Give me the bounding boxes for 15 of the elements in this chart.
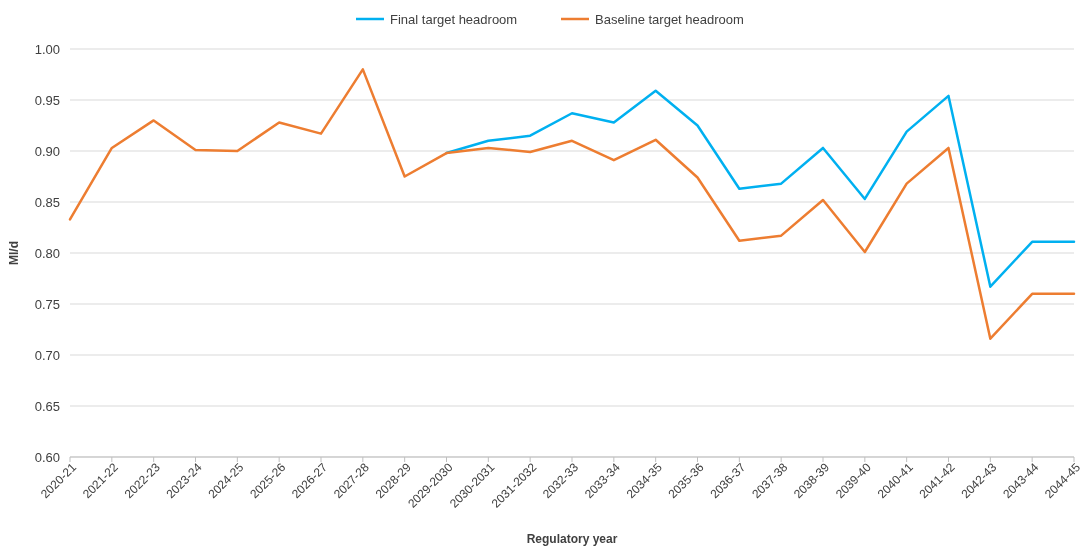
y-tick-label: 1.00 (34, 41, 60, 57)
line-series (445, 89, 1076, 288)
legend-label: Final target headroom (390, 11, 518, 27)
y-tick-label: 0.90 (34, 143, 60, 159)
y-axis-title: Ml/d (7, 241, 21, 265)
y-tick-label: 0.60 (34, 449, 60, 465)
x-axis-title: Regulatory year (526, 532, 618, 546)
y-tick-label: 0.75 (34, 296, 60, 312)
line-series (68, 68, 1076, 340)
y-tick-label: 0.70 (34, 347, 60, 363)
y-tick-label: 0.80 (34, 245, 60, 261)
y-tick-label: 0.95 (34, 92, 60, 108)
y-tick-label: 0.65 (34, 398, 60, 414)
legend-label: Baseline target headroom (595, 11, 744, 27)
y-tick-label: 0.85 (34, 194, 60, 210)
